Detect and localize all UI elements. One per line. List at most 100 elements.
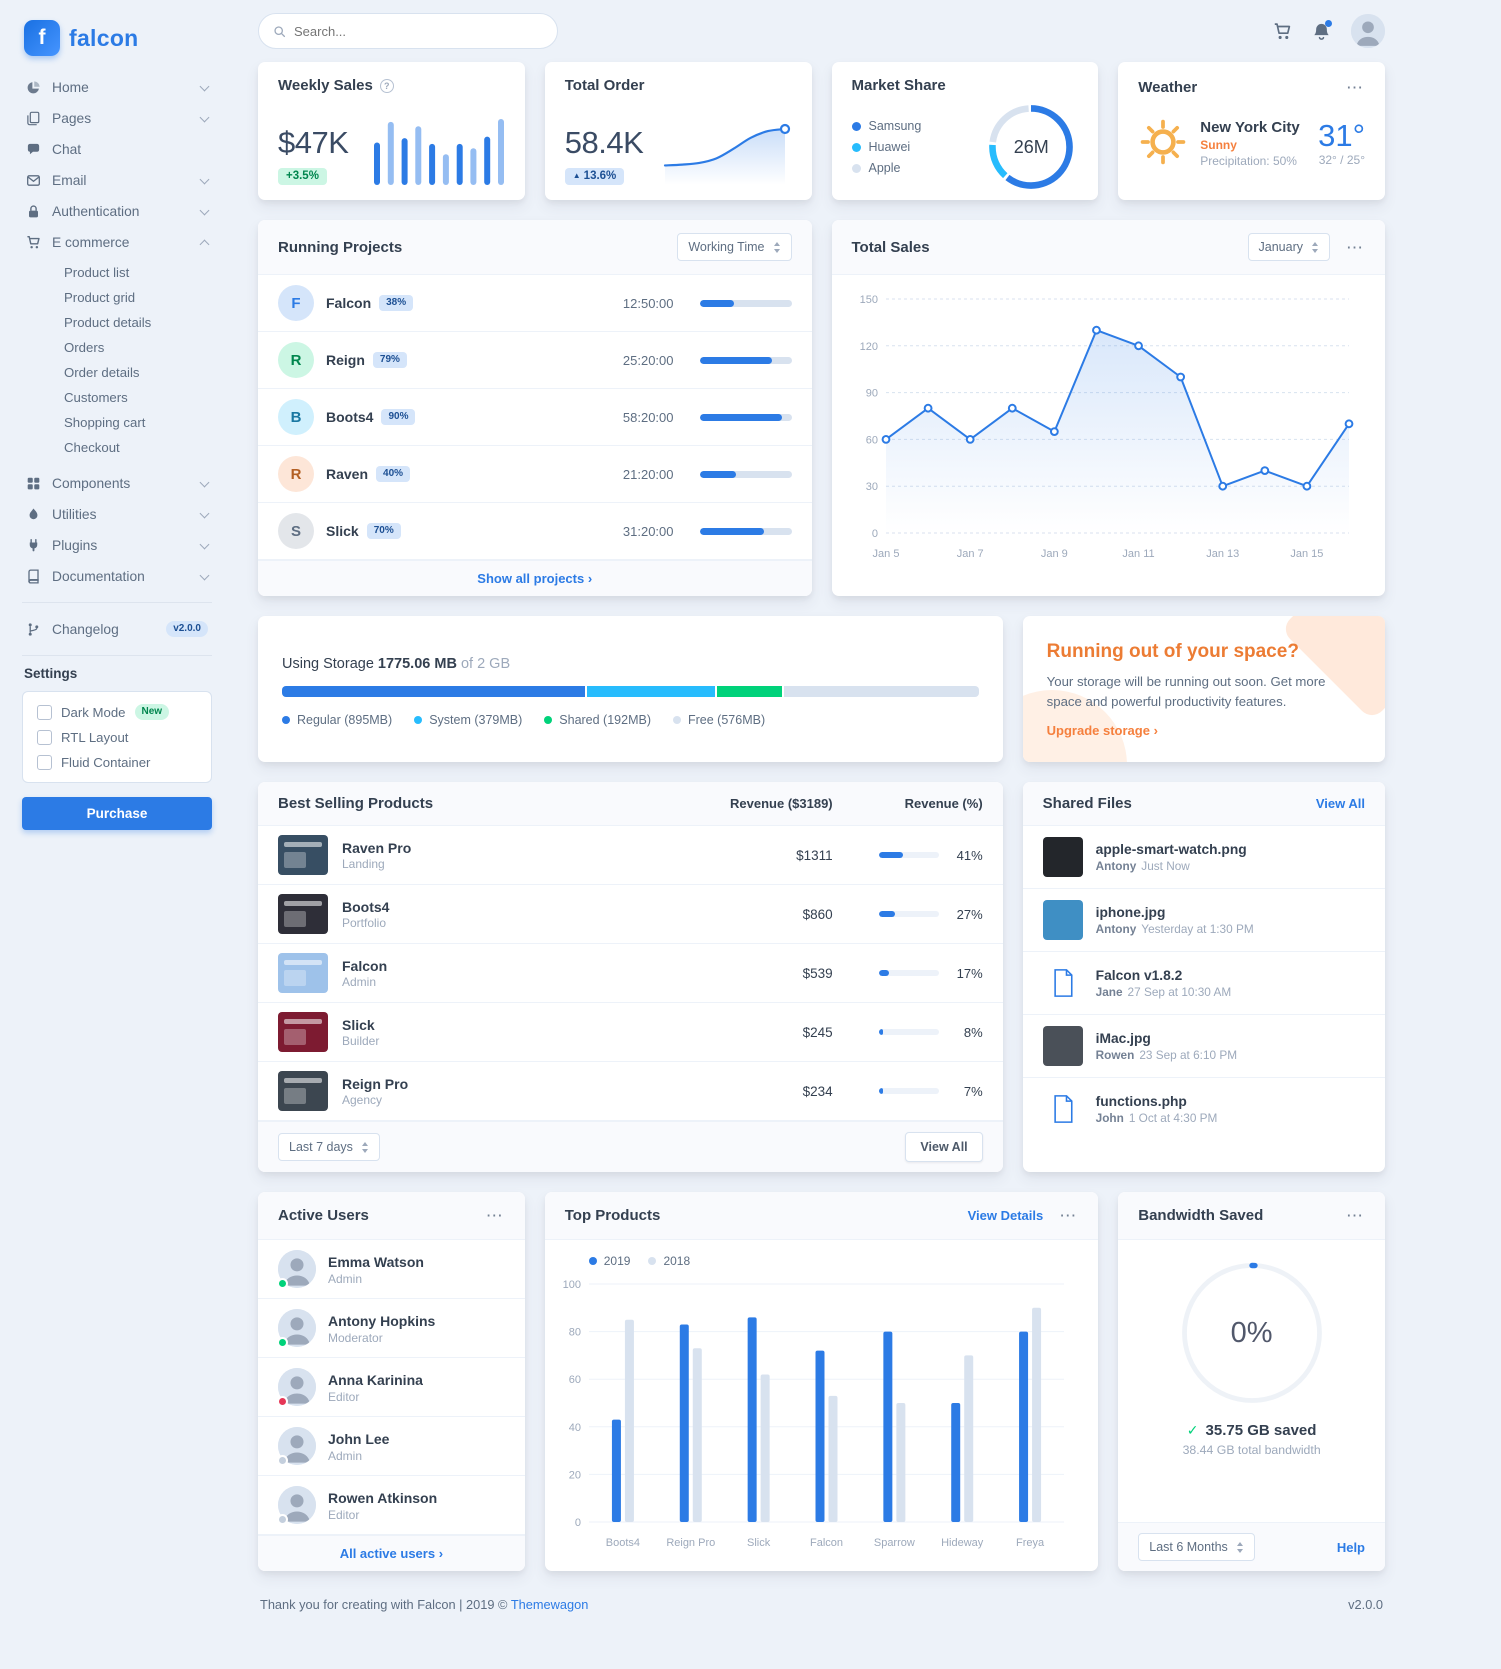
- working-time-select[interactable]: Working Time: [677, 233, 792, 261]
- search-input[interactable]: [294, 23, 543, 39]
- sidebar-subitem[interactable]: Orders: [64, 340, 105, 355]
- show-all-projects-link[interactable]: Show all projects ›: [477, 571, 593, 586]
- brand-logo[interactable]: f falcon: [22, 14, 212, 72]
- user-avatar[interactable]: [1351, 14, 1385, 48]
- help-link[interactable]: Help: [1336, 1539, 1365, 1555]
- view-details-link[interactable]: View Details: [967, 1208, 1044, 1224]
- project-time: 12:50:00: [622, 295, 674, 311]
- help-icon[interactable]: ?: [379, 78, 394, 93]
- fluid-container-toggle[interactable]: Fluid Container: [37, 755, 197, 770]
- product-thumbnail: [278, 1071, 328, 1112]
- sidebar-item-components[interactable]: Components: [22, 468, 212, 499]
- project-name-link[interactable]: Boots4: [326, 409, 374, 425]
- all-active-users-link[interactable]: All active users ›: [339, 1546, 444, 1562]
- topbar: [258, 0, 1385, 62]
- project-progress-bar: [699, 527, 792, 535]
- project-name-link[interactable]: Raven: [326, 466, 369, 482]
- bell-icon[interactable]: [1312, 19, 1332, 41]
- legend-dot: [282, 715, 290, 724]
- sidebar-item-plugins[interactable]: Plugins: [22, 530, 212, 561]
- file-name-link[interactable]: Falcon v1.8.2: [1095, 968, 1183, 984]
- user-name-link[interactable]: Antony Hopkins: [328, 1312, 436, 1329]
- month-select[interactable]: January: [1247, 233, 1330, 261]
- file-name-link[interactable]: apple-smart-watch.png: [1095, 842, 1247, 858]
- product-category: Portfolio: [342, 915, 387, 930]
- view-all-files-link[interactable]: View All: [1315, 796, 1365, 812]
- file-name-link[interactable]: iphone.jpg: [1095, 905, 1166, 921]
- lock-icon: [26, 204, 42, 219]
- user-name-link[interactable]: Rowen Atkinson: [328, 1489, 438, 1506]
- upsell-title: Running out of your space?: [1046, 641, 1299, 662]
- status-dot: [277, 1337, 288, 1349]
- dashboard-grid: Weekly Sales ? $47K +3.5% Total Order: [258, 62, 1385, 1572]
- sidebar-subitem[interactable]: Shopping cart: [64, 415, 146, 430]
- project-name-link[interactable]: Slick: [326, 523, 359, 539]
- user-name-link[interactable]: Anna Karinina: [328, 1371, 423, 1388]
- sidebar-subitem[interactable]: Checkout: [64, 440, 120, 455]
- file-meta: Rowen 23 Sep at 6:10 PM: [1095, 1048, 1238, 1063]
- sidebar-item-ecommerce[interactable]: E commerce: [22, 227, 212, 258]
- sidebar-item-email[interactable]: Email: [22, 165, 212, 196]
- project-name-link[interactable]: Reign: [326, 352, 365, 368]
- legend-dot: [851, 121, 861, 131]
- file-name-link[interactable]: functions.php: [1095, 1094, 1187, 1110]
- sidebar-item-documentation[interactable]: Documentation: [22, 561, 212, 592]
- card-menu-button[interactable]: ⋯: [1346, 1206, 1363, 1226]
- sidebar-item-home[interactable]: Home: [22, 72, 212, 103]
- period-select[interactable]: Last 6 Months: [1138, 1533, 1255, 1562]
- product-name-link[interactable]: Slick: [342, 1016, 375, 1033]
- product-category: Agency: [342, 1092, 383, 1107]
- avatar: [277, 1427, 316, 1467]
- chevron-down-icon: [199, 539, 210, 549]
- select-carets-icon: [1312, 241, 1319, 253]
- product-name-link[interactable]: Falcon: [342, 957, 388, 974]
- project-percent-badge: 90%: [381, 409, 416, 425]
- sidebar-item-pages[interactable]: Pages: [22, 103, 212, 134]
- view-all-button[interactable]: View All: [905, 1132, 983, 1163]
- project-name-link[interactable]: Falcon: [326, 295, 372, 311]
- sidebar-subitem[interactable]: Customers: [64, 390, 128, 405]
- upgrade-storage-link[interactable]: Upgrade storage ›: [1046, 723, 1158, 739]
- product-name-link[interactable]: Raven Pro: [342, 839, 412, 856]
- legend-item: Free (576MB): [673, 713, 765, 727]
- file-thumbnail: [1042, 1089, 1083, 1130]
- avatar: [277, 1368, 316, 1408]
- themewagon-link[interactable]: Themewagon: [510, 1597, 589, 1613]
- user-name-link[interactable]: John Lee: [328, 1430, 390, 1447]
- product-name-link[interactable]: Boots4: [342, 898, 390, 915]
- project-time: 58:20:00: [622, 409, 674, 425]
- svg-text:Jan 15: Jan 15: [1290, 548, 1323, 560]
- user-name-link[interactable]: Emma Watson: [328, 1253, 424, 1270]
- select-carets-icon: [1236, 1541, 1244, 1553]
- storage-legend: Regular (895MB) System (379MB) Shared (192…: [282, 713, 979, 727]
- cart-icon[interactable]: [1273, 22, 1292, 41]
- card-title: Shared Files: [1042, 795, 1132, 813]
- weekly-sales-chart: [373, 119, 504, 185]
- card-menu-button[interactable]: ⋯: [1346, 78, 1363, 97]
- project-progress-bar: [699, 356, 792, 364]
- sidebar-item-utilities[interactable]: Utilities: [22, 499, 212, 530]
- product-revenue: $860: [802, 906, 833, 922]
- card-menu-button[interactable]: ⋯: [1059, 1206, 1077, 1226]
- sidebar-subitem[interactable]: Order details: [64, 365, 140, 380]
- product-name-link[interactable]: Reign Pro: [342, 1075, 409, 1092]
- rtl-layout-toggle[interactable]: RTL Layout: [37, 730, 197, 745]
- card-menu-button[interactable]: ⋯: [485, 1206, 503, 1226]
- project-row: B Boots4 90% 58:20:00: [258, 389, 812, 446]
- total-order-card: Total Order 58.4K ▲ 13.6%: [544, 62, 812, 200]
- dark-mode-toggle[interactable]: Dark Mode New: [37, 704, 197, 720]
- date-range-select[interactable]: Last 7 days: [278, 1133, 380, 1162]
- purchase-button[interactable]: Purchase: [22, 797, 212, 830]
- card-menu-button[interactable]: ⋯: [1346, 237, 1363, 257]
- file-list: apple-smart-watch.png Antony Just Now iph…: [1022, 826, 1385, 1140]
- svg-text:0: 0: [575, 1517, 581, 1529]
- sidebar-item-chat[interactable]: Chat: [22, 134, 212, 165]
- sidebar-item-changelog[interactable]: Changelog v2.0.0: [22, 613, 212, 645]
- file-name-link[interactable]: iMac.jpg: [1095, 1031, 1151, 1047]
- sidebar-item-authentication[interactable]: Authentication: [22, 196, 212, 227]
- sidebar-subitem[interactable]: Product list: [64, 265, 130, 280]
- project-list: F Falcon 38% 12:50:00 R Reign 79% 25:20:…: [258, 275, 812, 560]
- project-progress-bar: [699, 299, 792, 307]
- sidebar-subitem[interactable]: Product grid: [64, 290, 136, 305]
- sidebar-subitem[interactable]: Product details: [64, 315, 152, 330]
